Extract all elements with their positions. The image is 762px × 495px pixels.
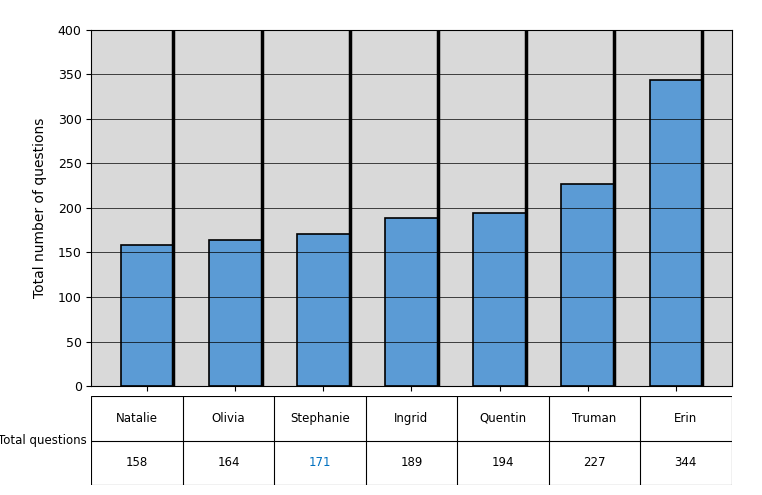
Y-axis label: Total number of questions: Total number of questions: [33, 118, 46, 298]
Text: 194: 194: [491, 456, 514, 469]
Bar: [120, 246, 174, 386]
Bar: [562, 184, 614, 386]
Bar: [209, 240, 261, 386]
Text: Ingrid: Ingrid: [395, 412, 428, 425]
FancyBboxPatch shape: [91, 396, 732, 485]
Text: 227: 227: [583, 456, 606, 469]
Text: 189: 189: [400, 456, 423, 469]
Bar: [385, 218, 438, 386]
Bar: [297, 234, 350, 386]
Text: Natalie: Natalie: [116, 412, 158, 425]
Bar: [473, 213, 526, 386]
Bar: [649, 80, 703, 386]
Text: Quentin: Quentin: [479, 412, 527, 425]
Text: 164: 164: [217, 456, 240, 469]
Text: Olivia: Olivia: [212, 412, 245, 425]
Text: Truman: Truman: [572, 412, 616, 425]
Text: Stephanie: Stephanie: [290, 412, 350, 425]
Text: 171: 171: [309, 456, 331, 469]
Text: 158: 158: [126, 456, 149, 469]
Text: Erin: Erin: [674, 412, 697, 425]
Text: Total questions: Total questions: [0, 434, 87, 447]
Text: 344: 344: [674, 456, 697, 469]
